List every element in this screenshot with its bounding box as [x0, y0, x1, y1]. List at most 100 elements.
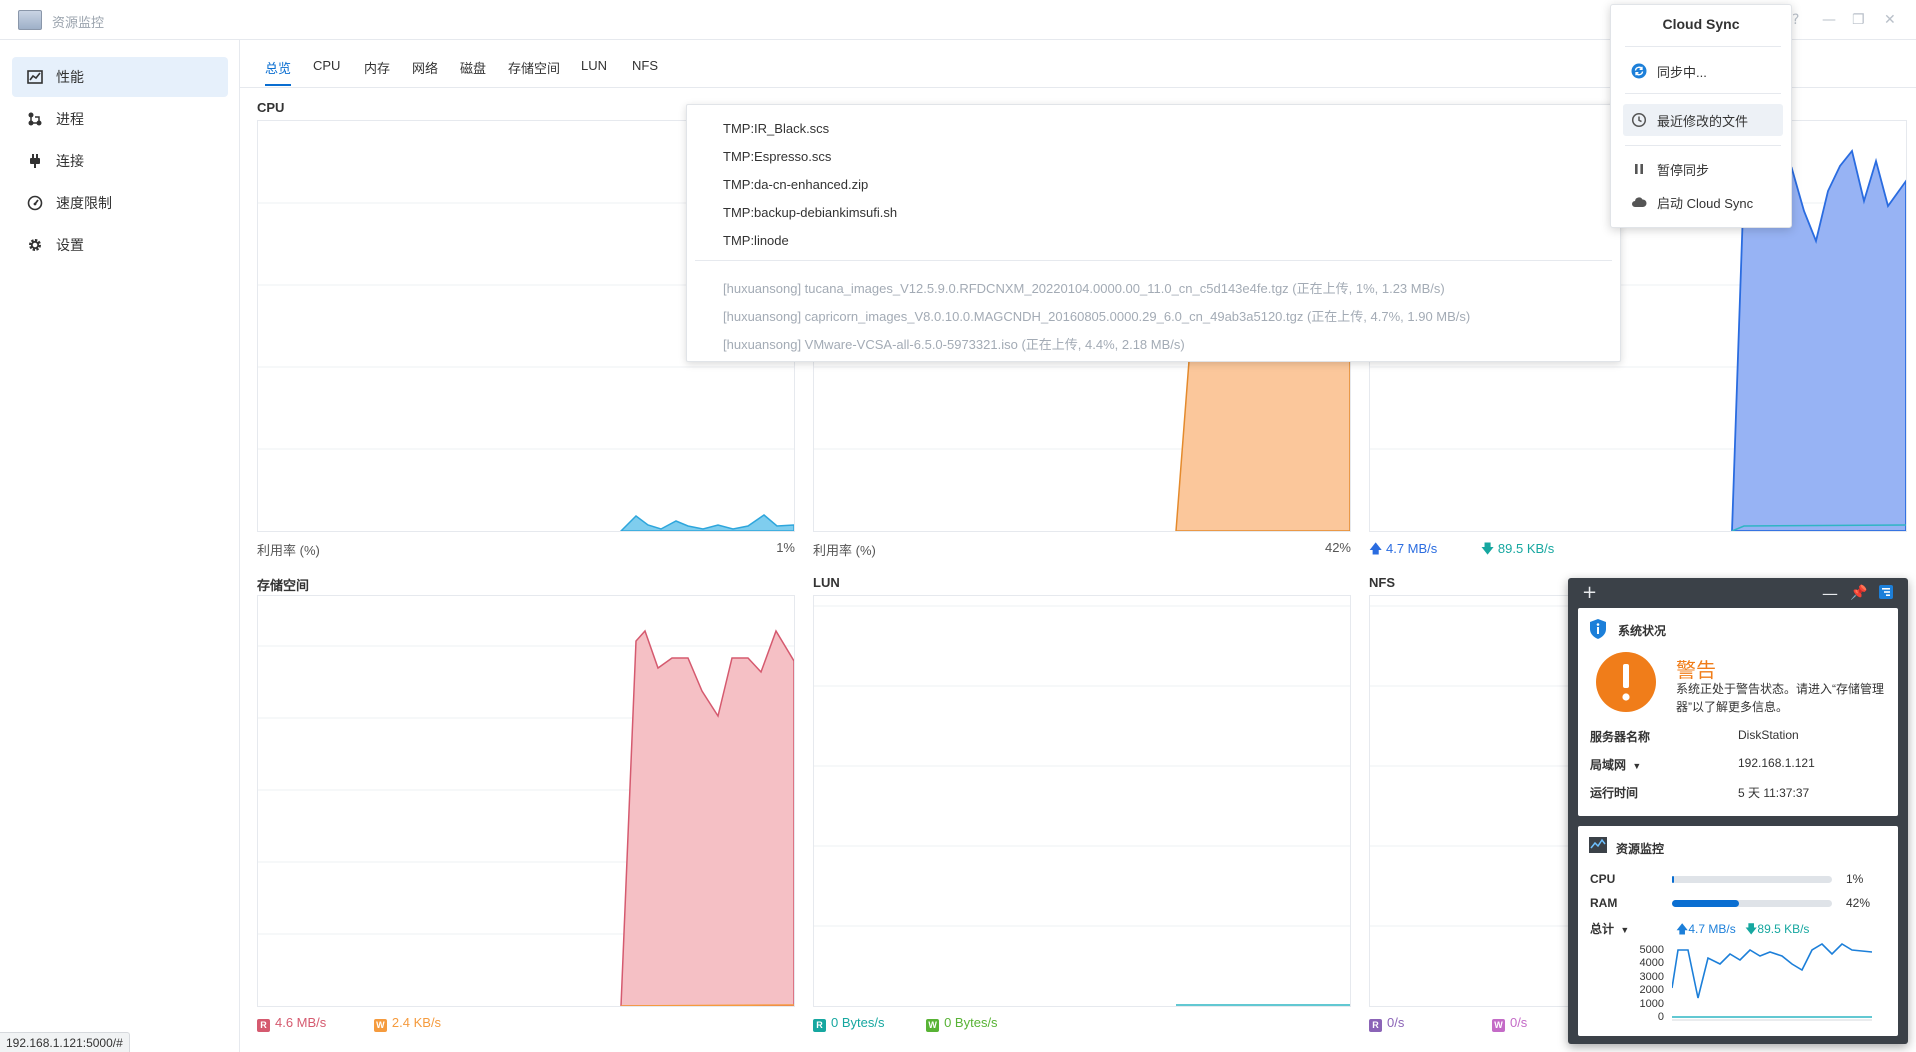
cpu-progress-fill — [1672, 876, 1674, 883]
tab-network[interactable]: 网络 — [412, 61, 439, 76]
total-row: 总计 ▼ — [1590, 920, 1629, 937]
add-widget-icon[interactable]: + — [1582, 582, 1598, 603]
panel-title: CPU — [257, 100, 285, 115]
ram-row: RAM — [1590, 896, 1617, 910]
warning-message: 系统正处于警告状态。请进入“存储管理器”以了解更多信息。 — [1676, 682, 1884, 714]
speedometer-icon — [26, 194, 44, 212]
sidebar-item-label: 连接 — [56, 153, 84, 169]
minimize-widget-icon[interactable]: — — [1822, 584, 1838, 603]
sidebar-item-performance[interactable]: 性能 — [12, 57, 228, 97]
uptime-label: 运行时间 — [1590, 786, 1639, 800]
cpu-row: CPU — [1590, 872, 1615, 886]
resource-monitor-icon — [1588, 836, 1608, 857]
server-name-row: 服务器名称 DiskStation — [1590, 728, 1799, 745]
lun-panel: LUN R 0 Bytes/s W 0 Bytes/s — [813, 575, 1351, 1035]
resource-monitor-app-icon — [18, 10, 42, 30]
cloud-sync-pause-item[interactable]: 暂停同步 — [1623, 153, 1783, 185]
cloud-icon — [1631, 194, 1647, 210]
volume-write-line — [620, 1004, 794, 1006]
menu-divider — [1625, 93, 1781, 94]
uploading-file-item: [huxuansong] VMware-VCSA-all-6.5.0-59733… — [723, 337, 1185, 352]
resource-monitor-card: 资源监控 CPU 1% RAM 42% 总计 ▼ 🡅4.7 MB/s 🡇89.5… — [1578, 826, 1898, 1036]
widget-menu-icon[interactable] — [1878, 584, 1894, 604]
nfs-read-value: 0/s — [1387, 1015, 1405, 1030]
server-name-label: 服务器名称 — [1590, 730, 1651, 744]
panel-title: 存储空间 — [257, 578, 310, 593]
read-badge: R — [1369, 1019, 1382, 1032]
tab-nfs[interactable]: NFS — [632, 58, 658, 73]
total-up-value: 🡅4.7 MB/s 🡇89.5 KB/s — [1676, 920, 1809, 941]
cloud-sync-syncing-item[interactable]: 同步中... — [1623, 55, 1783, 87]
cloud-sync-syncing-label: 同步中... — [1657, 64, 1707, 80]
cloud-sync-recent-files-item[interactable]: 最近修改的文件 — [1623, 104, 1783, 136]
uptime-row: 运行时间 5 天 11:37:37 — [1590, 784, 1809, 801]
recent-files-dropdown: TMP:IR_Black.scs TMP:Espresso.scs TMP:da… — [686, 104, 1621, 362]
sidebar: 性能 进程 连接 速度限制 设置 — [0, 40, 240, 1052]
lun-read-value: 0 Bytes/s — [831, 1015, 885, 1030]
download-arrow-icon: 🡇 — [1745, 922, 1758, 936]
lun-write-value: 0 Bytes/s — [944, 1015, 998, 1030]
y-tick-label: 3000 — [1639, 970, 1664, 983]
help-icon[interactable]: ? — [1792, 12, 1800, 28]
volume-read-value: 4.6 MB/s — [275, 1015, 327, 1030]
cpu-usage-area — [619, 514, 794, 531]
lun-chart — [813, 595, 1351, 1007]
cloud-sync-launch-item[interactable]: 启动 Cloud Sync — [1623, 186, 1783, 218]
recent-file-item[interactable]: TMP:Espresso.scs — [723, 149, 832, 164]
sidebar-item-label: 设置 — [56, 237, 84, 253]
tab-disk[interactable]: 磁盘 — [460, 61, 487, 76]
server-name-value: DiskStation — [1738, 728, 1799, 742]
tab-overview[interactable]: 总览 — [265, 58, 292, 86]
plug-icon — [26, 152, 44, 170]
write-badge: W — [1491, 1019, 1505, 1032]
system-status-card: 系统状况 警告 系统正处于警告状态。请进入“存储管理器”以了解更多信息。 服务器… — [1578, 608, 1898, 816]
ram-progress-fill — [1672, 900, 1740, 907]
network-download-value: 89.5 KB/s — [1497, 541, 1555, 556]
uploading-file-item: [huxuansong] tucana_images_V12.5.9.0.RFD… — [723, 281, 1445, 296]
sidebar-item-speed-limit[interactable]: 速度限制 — [12, 183, 228, 223]
recent-file-item[interactable]: TMP:IR_Black.scs — [723, 121, 830, 136]
gear-icon — [26, 236, 44, 254]
lan-row: 局域网 ▼ 192.168.1.121 — [1590, 756, 1815, 773]
lun-chart-svg — [814, 605, 1350, 1006]
cloud-sync-title: Cloud Sync — [1662, 16, 1740, 32]
volume-chart-svg — [258, 629, 794, 1006]
total-download-value: 89.5 KB/s — [1757, 922, 1810, 936]
minimize-icon[interactable]: — — [1822, 12, 1836, 28]
tab-volume[interactable]: 存储空间 — [508, 61, 561, 76]
close-icon[interactable]: ✕ — [1884, 12, 1896, 28]
window-titlebar: 资源监控 ? — ❐ ✕ — [0, 0, 1916, 40]
sidebar-item-process[interactable]: 进程 — [12, 99, 228, 139]
widget-panel: + — 📌 系统状况 警告 系统正处于警告状态。请进入“存储管理器”以了解更多信… — [1568, 578, 1908, 1044]
pin-icon[interactable]: 📌 — [1850, 585, 1868, 601]
window-title: 资源监控 — [52, 15, 105, 30]
nfs-footer: R 0/s W 0/s — [1369, 1015, 1907, 1032]
uptime-value: 5 天 11:37:37 — [1738, 786, 1810, 800]
nfs-write-value: 0/s — [1509, 1015, 1528, 1030]
cpu-footer: 利用率 (%) 1% — [257, 540, 795, 559]
cpu-label: CPU — [1590, 872, 1616, 886]
chevron-down-icon[interactable]: ▼ — [1632, 761, 1642, 771]
menu-divider — [1625, 145, 1781, 146]
lan-label[interactable]: 局域网 — [1590, 758, 1627, 772]
mini-network-chart — [1672, 942, 1872, 1021]
total-label[interactable]: 总计 — [1590, 922, 1615, 936]
lun-footer: R 0 Bytes/s W 0 Bytes/s — [813, 1015, 1351, 1032]
tab-cpu[interactable]: CPU — [313, 58, 341, 73]
chevron-down-icon[interactable]: ▼ — [1620, 925, 1630, 935]
recent-file-item[interactable]: TMP:backup-debiankimsufi.sh — [723, 205, 898, 220]
network-download-line — [1731, 524, 1906, 531]
tab-memory[interactable]: 内存 — [364, 61, 391, 76]
recent-file-item[interactable]: TMP:da-cn-enhanced.zip — [723, 177, 869, 192]
cloud-sync-pause-label: 暂停同步 — [1657, 162, 1710, 178]
write-badge: W — [373, 1019, 387, 1032]
maximize-icon[interactable]: ❐ — [1852, 12, 1865, 28]
sidebar-item-settings[interactable]: 设置 — [12, 225, 228, 265]
system-status-title: 系统状况 — [1618, 624, 1667, 638]
download-arrow-icon: 🡇 — [1480, 541, 1495, 556]
cpu-usage-label: 利用率 (%) — [257, 543, 320, 558]
recent-file-item[interactable]: TMP:linode — [723, 233, 789, 248]
sidebar-item-connection[interactable]: 连接 — [12, 141, 228, 181]
tab-lun[interactable]: LUN — [581, 58, 608, 73]
tab-bar: 总览 CPU 内存 网络 磁盘 存储空间 LUN NFS — [240, 40, 1916, 88]
